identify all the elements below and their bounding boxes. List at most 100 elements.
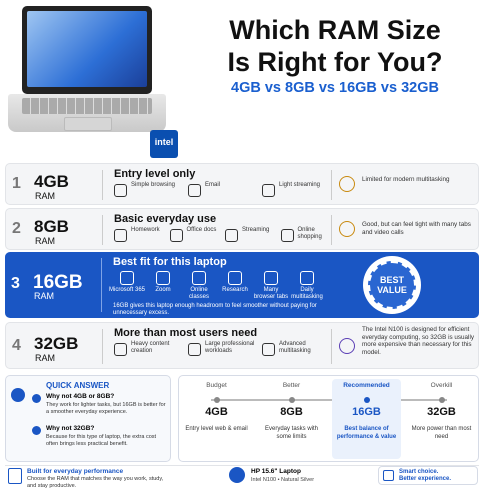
row-description: 16GB gives this laptop enough headroom t… [113,303,317,316]
note-text: Good, but can feel tight with many tabs … [362,221,471,236]
scale-label: Better [282,382,301,389]
icon [188,343,201,356]
qa-icon [11,388,25,402]
intel-text: intel [154,137,174,147]
scale-description: Entry level web & email [185,426,248,432]
note-divider [331,329,332,364]
scale-size: 16GB [352,406,381,418]
icon [188,184,201,197]
scale-description: Best balance of performance & value [336,426,397,440]
feature-label: Daily multitasking [291,287,323,300]
scale-line [211,399,447,401]
product-name: HP 15.6" Laptop [251,468,301,475]
qa-answer: Because for this type of laptop, the ext… [46,434,157,447]
laptop-screen [22,6,152,94]
divider [101,258,102,312]
icon [114,229,127,242]
feature-label: Simple browsing [131,182,176,188]
icon [228,271,242,285]
note-text: The Intel N100 is designed for efficient… [362,326,475,356]
row-number: 1 [12,175,21,192]
feature-label: Zoom [155,287,171,293]
feature-label: Large professional workloads [205,341,255,354]
scale-label: Budget [206,382,227,389]
feature-label: Homework [131,227,160,233]
title-line: Is Right for You? [227,47,443,77]
qa-bullet [32,426,41,435]
note-icon [339,221,355,237]
feature-label: Advanced multitasking [279,341,311,354]
row-heading: Best fit for this laptop [113,256,227,268]
scale-description: Everyday tasks with some limits [264,426,319,440]
scale-dot [438,397,445,403]
tagline-icon [383,470,394,481]
ram-scale: Budget 4GB Entry level web & email Better 8G… [178,375,479,462]
icon [262,343,275,356]
footer-title: Built for everyday performance [27,468,124,475]
feature-label: Online classes [188,287,209,300]
icon [156,271,170,285]
footer-line [5,465,479,466]
quick-answer-box: QUICK ANSWER Why not 4GB or 8GB? They work… [5,375,171,462]
subtitle: 4GB vs 8GB vs 16GB vs 32GB [231,80,439,96]
feature-label: Research [222,287,248,293]
badge-text: BEST VALUE [377,275,407,295]
scale-label: Overkill [430,382,453,389]
qa-answer: They work for lighter tasks, but 16GB is… [46,402,166,415]
scale-label: Recommended [343,382,390,389]
note-text: Limited for modern multitasking [362,176,450,183]
icon [262,184,275,197]
scale-dot [363,397,370,403]
ram-unit: RAM [35,236,55,246]
ram-size: 8GB [34,217,69,236]
scale-description: More power than most need [411,426,472,440]
laptop-base [8,94,166,132]
icon [300,271,314,285]
ram-row: 1 4GB RAM Entry level only Simple browsing Em… [5,163,479,205]
hp-logo [229,467,245,483]
qa-title: QUICK ANSWER [46,381,110,390]
scale-size: 4GB [205,406,228,418]
scale-highlight [332,379,401,459]
title: Which RAM Size Is Right for You? [190,14,480,78]
footer-icon [8,468,22,484]
badge-inner: BEST VALUE [368,261,416,309]
row-heading: More than most users need [114,327,258,339]
scale-dot [288,397,295,403]
tagline: Better experience. [399,476,452,482]
icon [120,271,134,285]
feature-label: Many browser tabs [253,287,289,300]
ram-size: 4GB [34,172,69,191]
tagline-box: Smart choice. Better experience. [378,466,478,485]
icon [192,271,206,285]
note-icon [339,337,355,354]
ram-size: 32GB [34,333,79,353]
feature-label: Email [205,182,221,188]
ram-unit: RAM [35,352,55,363]
ram-row: 3 16GB RAM Best fit for this laptop Microsof… [5,252,479,318]
title-line: Which RAM Size [229,15,441,45]
scale-size: 32GB [427,406,456,418]
note-icon [339,176,355,192]
divider [102,329,103,364]
ram-row: 4 32GB RAM More than most users need Heavy c… [5,322,479,369]
feature-label: Streaming [242,227,270,233]
divider [102,170,103,200]
ram-unit: RAM [35,191,55,201]
product-detail: Intel N100 • Natural Silver [251,477,315,483]
qa-bullet [32,394,41,403]
feature-label: Office docs [186,227,217,233]
icon [114,343,127,356]
feature-label: Microsoft 365 [109,287,146,293]
row-number: 4 [12,336,21,354]
row-heading: Entry level only [114,168,196,180]
best-value-badge: BEST VALUE [363,256,421,314]
icon [169,229,183,242]
icon [264,271,278,285]
icon [225,229,238,242]
note-divider [331,170,332,200]
tagline: Smart choice. [399,469,439,475]
divider [102,215,103,245]
ram-unit: RAM [34,291,54,301]
